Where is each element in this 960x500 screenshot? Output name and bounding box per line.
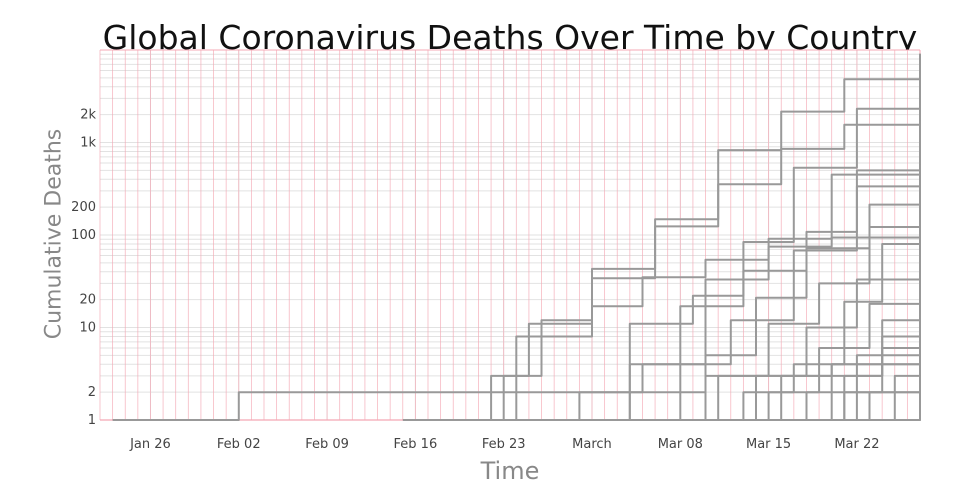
y-tick-label: 1 (88, 413, 96, 428)
x-tick-label: Feb 09 (305, 437, 349, 452)
series-group (112, 53, 921, 421)
y-tick-label: 2k (80, 108, 96, 123)
series-line-8[interactable] (617, 141, 921, 421)
series-line-12[interactable] (705, 236, 921, 421)
series-line-4[interactable] (478, 221, 921, 421)
y-tick-label: 100 (71, 228, 96, 243)
x-tick-label: Mar 08 (658, 437, 703, 452)
x-axis-label: Time (480, 457, 540, 485)
y-tick-label: 1k (80, 136, 96, 151)
y-tick-label: 10 (79, 321, 96, 336)
series-line-10[interactable] (667, 184, 921, 421)
x-tick-label: Feb 02 (217, 437, 261, 452)
series-line-9[interactable] (655, 164, 921, 421)
x-tick-label: March (572, 437, 612, 452)
x-tick-label: Feb 23 (482, 437, 526, 452)
x-tick-label: Feb 16 (394, 437, 438, 452)
series-line-3[interactable] (465, 107, 921, 421)
series-line-22[interactable] (856, 391, 920, 421)
y-tick-label: 2 (88, 385, 96, 400)
series-line-13[interactable] (718, 259, 921, 421)
y-tick-label: 20 (79, 293, 96, 308)
axis-ticks: 1 2 10 20 100 200 1k 2k Jan 26 Feb 02 Feb 09 Feb 16… (71, 108, 879, 452)
grid (100, 50, 920, 420)
x-tick-label: Mar 22 (834, 437, 879, 452)
y-tick-label: 200 (71, 200, 96, 215)
series-line-7[interactable] (579, 120, 921, 421)
x-tick-label: Jan 26 (129, 437, 171, 452)
series-line-5[interactable] (402, 114, 921, 421)
series-line-23[interactable] (882, 392, 921, 421)
series-line-14[interactable] (730, 278, 921, 421)
x-tick-label: Mar 15 (746, 437, 791, 452)
